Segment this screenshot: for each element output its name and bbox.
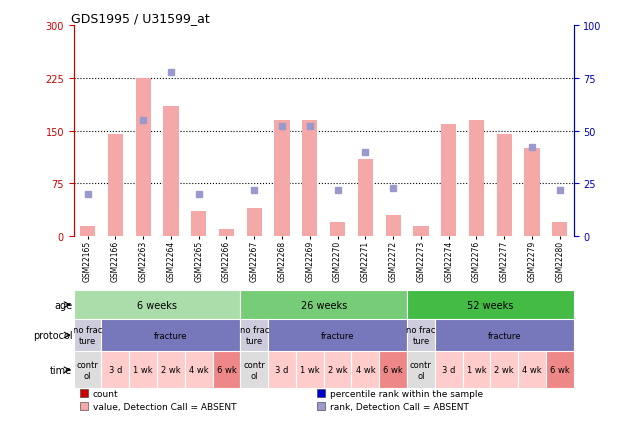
Bar (247, 208, 262, 237)
Text: 1 wk: 1 wk (133, 365, 153, 375)
Bar (101, 319, 240, 352)
Bar (108, 135, 123, 237)
Bar (74, 319, 101, 352)
Bar (317, 389, 325, 397)
Text: 26 weeks: 26 weeks (301, 300, 347, 310)
Text: GDS1995 / U31599_at: GDS1995 / U31599_at (71, 12, 210, 25)
Bar (518, 352, 546, 388)
Text: 3 d: 3 d (276, 365, 288, 375)
Text: 1 wk: 1 wk (300, 365, 320, 375)
Bar (385, 215, 401, 237)
Bar (129, 352, 157, 388)
Bar (463, 352, 490, 388)
Bar (185, 352, 213, 388)
Bar (80, 389, 88, 397)
Bar (524, 149, 540, 237)
Bar (435, 319, 574, 352)
Bar (240, 352, 268, 388)
Text: 4 wk: 4 wk (356, 365, 375, 375)
Bar (330, 223, 345, 237)
Text: protocol: protocol (33, 330, 72, 340)
Bar (101, 352, 129, 388)
Text: contr
ol: contr ol (410, 360, 432, 380)
Text: no frac
ture: no frac ture (240, 326, 269, 345)
Text: 2 wk: 2 wk (494, 365, 514, 375)
Text: 4 wk: 4 wk (522, 365, 542, 375)
Bar (351, 352, 379, 388)
Bar (240, 319, 268, 352)
Text: contr
ol: contr ol (244, 360, 265, 380)
Bar (268, 319, 407, 352)
Text: fracture: fracture (321, 331, 354, 340)
Bar (80, 226, 96, 237)
Text: 52 weeks: 52 weeks (467, 300, 513, 310)
Bar (213, 352, 240, 388)
Bar (441, 124, 456, 237)
Text: fracture: fracture (154, 331, 188, 340)
Text: no frac
ture: no frac ture (406, 326, 436, 345)
Text: 6 wk: 6 wk (217, 365, 237, 375)
Bar (157, 352, 185, 388)
Bar (302, 121, 317, 237)
Bar (268, 352, 296, 388)
Bar (407, 319, 435, 352)
Bar (219, 230, 234, 237)
Text: count: count (93, 389, 119, 398)
Text: 3 d: 3 d (442, 365, 455, 375)
Bar (135, 79, 151, 237)
Text: 6 wk: 6 wk (550, 365, 570, 375)
Text: 4 wk: 4 wk (189, 365, 208, 375)
Text: value, Detection Call = ABSENT: value, Detection Call = ABSENT (93, 402, 237, 411)
Text: percentile rank within the sample: percentile rank within the sample (330, 389, 483, 398)
Bar (240, 291, 407, 319)
Bar (469, 121, 484, 237)
Bar (296, 352, 324, 388)
Text: rank, Detection Call = ABSENT: rank, Detection Call = ABSENT (330, 402, 469, 411)
Bar (74, 291, 240, 319)
Bar (317, 402, 325, 410)
Bar (552, 223, 567, 237)
Text: time: time (50, 365, 72, 375)
Text: 6 weeks: 6 weeks (137, 300, 177, 310)
Bar (74, 352, 101, 388)
Bar (80, 402, 88, 410)
Text: age: age (54, 300, 72, 310)
Bar (407, 352, 435, 388)
Text: 3 d: 3 d (109, 365, 122, 375)
Bar (407, 291, 574, 319)
Bar (163, 107, 179, 237)
Bar (191, 212, 206, 237)
Bar (413, 226, 429, 237)
Text: 1 wk: 1 wk (467, 365, 487, 375)
Bar (435, 352, 463, 388)
Text: contr
ol: contr ol (77, 360, 99, 380)
Bar (274, 121, 290, 237)
Text: 6 wk: 6 wk (383, 365, 403, 375)
Text: 2 wk: 2 wk (161, 365, 181, 375)
Bar (379, 352, 407, 388)
Bar (497, 135, 512, 237)
Bar (324, 352, 351, 388)
Bar (490, 352, 518, 388)
Bar (358, 159, 373, 237)
Bar (546, 352, 574, 388)
Text: fracture: fracture (488, 331, 521, 340)
Text: 2 wk: 2 wk (328, 365, 347, 375)
Text: no frac
ture: no frac ture (73, 326, 103, 345)
